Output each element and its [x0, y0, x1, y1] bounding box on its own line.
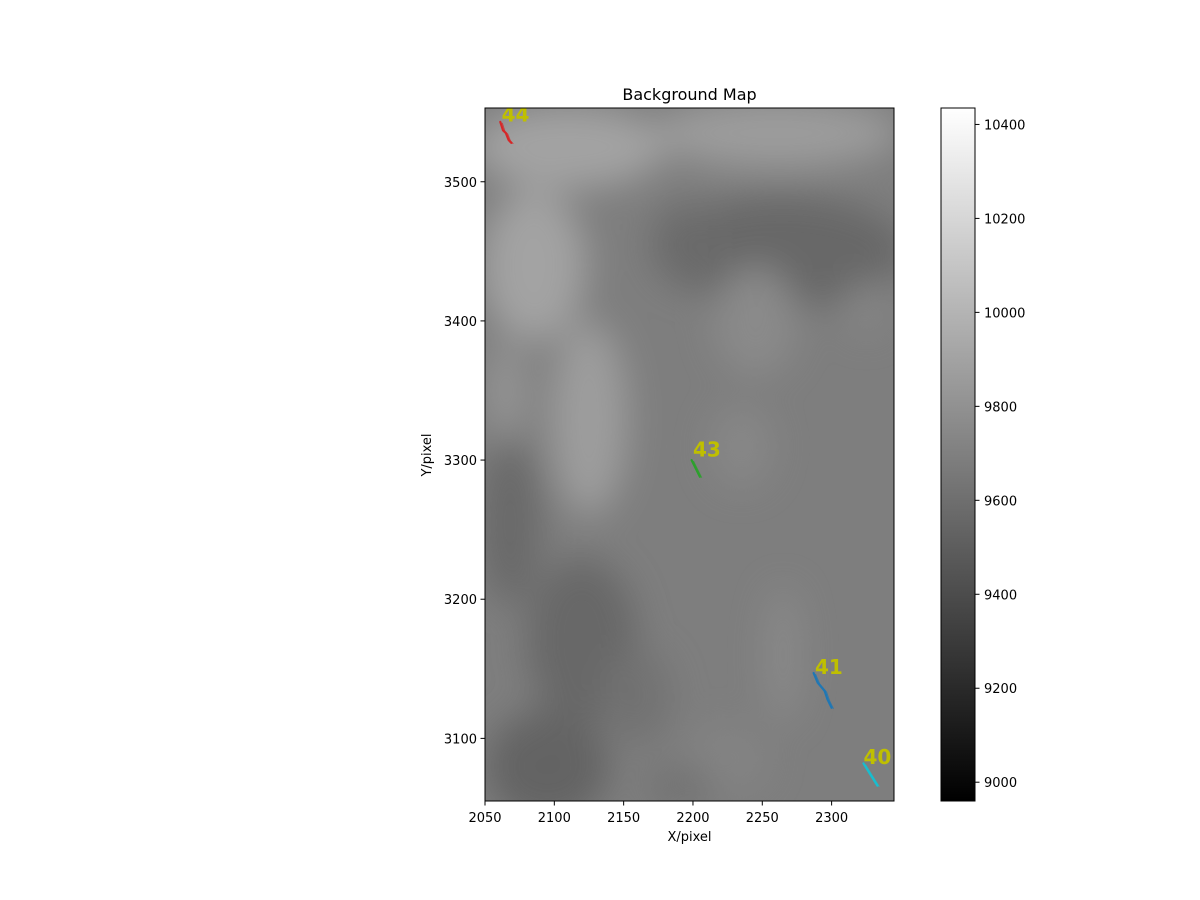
track-label-40: 40 — [863, 745, 891, 769]
track-outline-44 — [501, 122, 514, 145]
background-region — [651, 202, 721, 287]
background-region — [651, 108, 894, 168]
series-layer: 40 41 43 44 — [499, 102, 891, 787]
chart-title: Background Map — [622, 85, 756, 104]
colorbar-tick-label: 10000 — [984, 306, 1025, 321]
track-outline-43 — [693, 460, 703, 478]
track-44 — [499, 120, 513, 144]
colorbar: 9000 9200 9400 9600 9800 10000 10200 10400 — [940, 107, 1025, 802]
colorbar-tick-label: 10400 — [984, 118, 1025, 133]
y-tick-label: 3200 — [444, 593, 477, 608]
y-axis: 3100 3200 3300 3400 3500 — [444, 176, 485, 747]
y-tick-label: 3400 — [444, 315, 477, 330]
background-region — [766, 585, 800, 725]
colorbar-ticks: 9000 9200 9400 9600 9800 10000 10200 10400 — [975, 118, 1025, 791]
x-tick-label: 2100 — [538, 811, 571, 826]
x-axis-label: X/pixel — [667, 830, 711, 845]
background-region — [485, 108, 666, 189]
background-region — [485, 188, 587, 342]
track-label-43: 43 — [693, 438, 721, 462]
colorbar-gradient — [940, 107, 976, 802]
background-region — [710, 404, 772, 488]
x-tick-label: 2300 — [815, 811, 848, 826]
background-region — [485, 439, 541, 607]
background-region — [602, 647, 673, 746]
colorbar-tick-label: 9200 — [984, 682, 1017, 697]
y-tick-label: 3500 — [444, 176, 477, 191]
track-label-41: 41 — [815, 655, 843, 679]
track-40 — [862, 762, 879, 787]
track-outline-40 — [865, 764, 880, 787]
background-region — [644, 766, 714, 801]
background-region — [713, 265, 797, 377]
track-43 — [690, 459, 702, 478]
background-regions — [485, 108, 894, 801]
colorbar-tick-label: 9600 — [984, 494, 1017, 509]
colorbar-tick-label: 9800 — [984, 400, 1017, 415]
background-region — [550, 320, 628, 516]
x-tick-label: 2200 — [676, 811, 709, 826]
colorbar-tick-label: 9000 — [984, 776, 1017, 791]
track-outline-41 — [815, 673, 834, 709]
background-region — [485, 710, 610, 801]
y-axis-label: Y/pixel — [420, 433, 435, 477]
background-region — [486, 341, 526, 440]
colorbar-tick-label: 10200 — [984, 212, 1025, 227]
x-tick-label: 2250 — [746, 811, 779, 826]
plot-frame — [484, 107, 895, 802]
background-region — [845, 279, 888, 335]
colorbar-tick-label: 9400 — [984, 588, 1017, 603]
y-tick-label: 3100 — [444, 732, 477, 747]
y-tick-label: 3300 — [444, 454, 477, 469]
x-axis: 2050 2100 2150 2200 2250 2300 — [468, 801, 848, 826]
track-label-44: 44 — [502, 102, 530, 126]
x-tick-label: 2150 — [607, 811, 640, 826]
plot-area: 40 41 43 44 — [485, 102, 894, 801]
track-41 — [812, 671, 833, 709]
x-tick-label: 2050 — [468, 811, 501, 826]
background-region — [658, 195, 894, 307]
